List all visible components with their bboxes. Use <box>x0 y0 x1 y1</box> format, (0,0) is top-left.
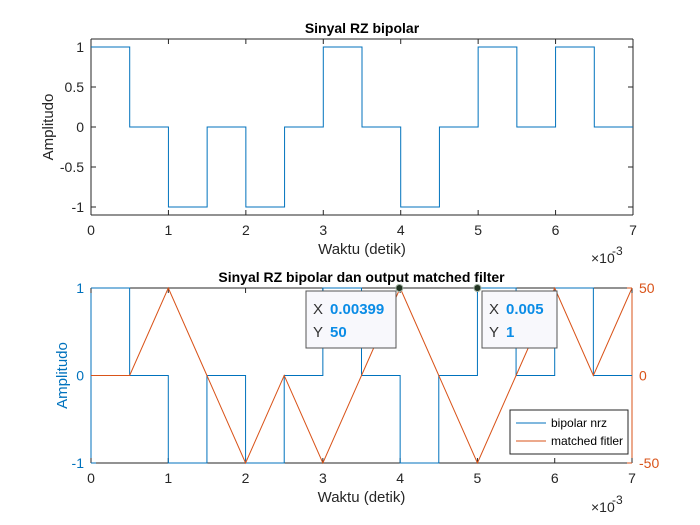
bottom-chart-title: Sinyal RZ bipolar dan output matched fil… <box>218 269 505 285</box>
y-tick-label: 0 <box>76 119 84 135</box>
y-left-tick-label: 1 <box>76 280 84 296</box>
y-left-tick-label: 0 <box>76 368 84 384</box>
datatip-box <box>481 290 558 349</box>
x-tick-label: 4 <box>396 470 404 486</box>
legend-label: matched fitler <box>551 434 623 448</box>
x-tick-label: 1 <box>165 222 173 238</box>
legend-box <box>509 409 629 455</box>
x-tick-label: 5 <box>474 222 482 238</box>
datatip-marker <box>395 284 404 292</box>
x-tick-label: 3 <box>319 222 327 238</box>
x-tick-label: 0 <box>87 222 95 238</box>
top-chart-series-line <box>91 46 633 208</box>
x-tick-label: 3 <box>319 470 327 486</box>
y-left-tick-label: -1 <box>72 455 85 471</box>
datatip-marker <box>473 284 482 292</box>
y-right-tick-label: 50 <box>639 280 655 296</box>
bottom-chart-y-axis-label: Amplitudo <box>54 342 71 409</box>
x-tick-label: 6 <box>551 470 559 486</box>
datatip-x-label: X <box>313 301 323 318</box>
x-tick-label: 4 <box>397 222 405 238</box>
x-exponent-label: ×10 <box>591 499 615 515</box>
datatip-x-value: 0.005 <box>506 301 544 318</box>
x-tick-label: 0 <box>87 470 95 486</box>
x-tick-label: 7 <box>628 470 636 486</box>
x-tick-label: 7 <box>629 222 637 238</box>
datatip-y-value: 50 <box>330 324 347 341</box>
y-tick-label: -0.5 <box>60 159 84 175</box>
datatip-x-value: 0.00399 <box>330 301 384 318</box>
top-chart-y-axis-label: Amplitudo <box>40 94 57 161</box>
datatip-y-value: 1 <box>506 324 514 341</box>
datatip-x-label: X <box>489 301 499 318</box>
top-chart-x-axis-label: Waktu (detik) <box>318 241 406 258</box>
x-tick-label: 1 <box>164 470 172 486</box>
x-exponent-power: -3 <box>612 244 623 258</box>
x-tick-label: 2 <box>242 222 250 238</box>
x-tick-label: 6 <box>552 222 560 238</box>
y-tick-label: 1 <box>76 39 84 55</box>
x-tick-label: 5 <box>474 470 482 486</box>
y-right-tick-label: 0 <box>639 368 647 384</box>
x-tick-label: 2 <box>242 470 250 486</box>
datatip-y-label: Y <box>313 324 323 341</box>
datatip-y-label: Y <box>489 324 499 341</box>
bottom-chart-x-axis-label: Waktu (detik) <box>318 489 406 506</box>
legend-label: bipolar nrz <box>551 416 607 430</box>
x-exponent-power: -3 <box>612 493 623 507</box>
y-right-tick-label: -50 <box>639 455 659 471</box>
x-exponent-label: ×10 <box>591 250 615 266</box>
top-chart-title: Sinyal RZ bipolar <box>305 20 420 36</box>
y-tick-label: -1 <box>72 199 85 215</box>
y-tick-label: 0.5 <box>65 79 85 95</box>
datatip-box <box>305 290 397 349</box>
